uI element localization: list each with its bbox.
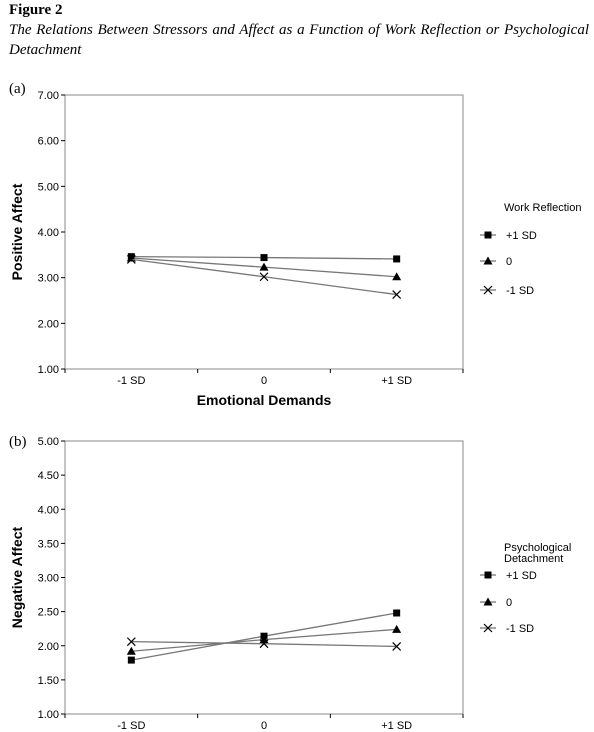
y-tick-label: 2.00 (38, 318, 59, 330)
y-axis-title: Positive Affect (9, 183, 25, 280)
y-tick-label: 2.00 (38, 641, 59, 653)
legend-label: 0 (506, 256, 512, 268)
figure-title: The Relations Between Stressors and Affe… (9, 22, 589, 58)
y-tick-label: 5.00 (38, 436, 59, 448)
x-tick-label: 0 (261, 720, 267, 732)
y-tick-label: 4.00 (38, 504, 59, 516)
legend-marker (483, 597, 493, 606)
y-tick-label: 3.00 (38, 573, 59, 585)
data-point (392, 272, 402, 281)
legend-label: 0 (506, 597, 512, 609)
y-tick-label: 1.00 (38, 364, 59, 376)
y-tick-label: 4.50 (38, 470, 59, 482)
legend-label: +1 SD (506, 230, 537, 242)
legend-title: Detachment (504, 553, 563, 565)
data-point (127, 656, 135, 664)
x-tick-label: -1 SD (117, 375, 145, 387)
data-point (393, 609, 401, 617)
legend-marker (484, 231, 492, 239)
legend-marker (483, 256, 493, 265)
legend-marker (483, 623, 493, 633)
data-point (126, 637, 136, 647)
x-tick-label: -1 SD (117, 720, 145, 732)
data-point (126, 646, 136, 655)
legend-label: -1 SD (506, 623, 534, 635)
y-tick-label: 3.00 (38, 273, 59, 285)
legend-title: Psychological (504, 542, 571, 554)
y-tick-label: 5.00 (38, 181, 59, 193)
y-tick-label: 6.00 (38, 136, 59, 148)
figure-label: Figure 2 (9, 2, 63, 18)
data-point (392, 624, 402, 633)
y-axis-title: Negative Affect (9, 526, 25, 628)
data-point (260, 254, 268, 262)
data-point (259, 639, 269, 649)
legend-label: -1 SD (506, 285, 534, 297)
data-point (393, 255, 401, 263)
y-tick-label: 1.50 (38, 675, 59, 687)
y-tick-label: 1.00 (38, 709, 59, 721)
data-point (392, 290, 402, 299)
y-tick-label: 3.50 (38, 538, 59, 550)
plot-area (64, 94, 464, 370)
legend-marker (484, 571, 492, 579)
data-point (392, 642, 402, 651)
plot-area (64, 440, 464, 715)
panel-letter: (b) (9, 434, 27, 450)
legend-marker (483, 285, 493, 295)
data-point (126, 254, 136, 264)
panel-letter: (a) (9, 81, 26, 97)
y-tick-label: 7.00 (38, 90, 59, 102)
x-tick-label: +1 SD (381, 720, 412, 732)
legend-label: +1 SD (506, 570, 537, 582)
x-tick-label: 0 (261, 375, 267, 387)
legend-title: Work Reflection (504, 202, 581, 214)
x-axis-title: Emotional Demands (197, 392, 332, 408)
data-point (259, 272, 269, 282)
data-point (259, 262, 269, 271)
y-tick-label: 2.50 (38, 607, 59, 619)
x-tick-label: +1 SD (381, 375, 412, 387)
y-tick-label: 4.00 (38, 227, 59, 239)
